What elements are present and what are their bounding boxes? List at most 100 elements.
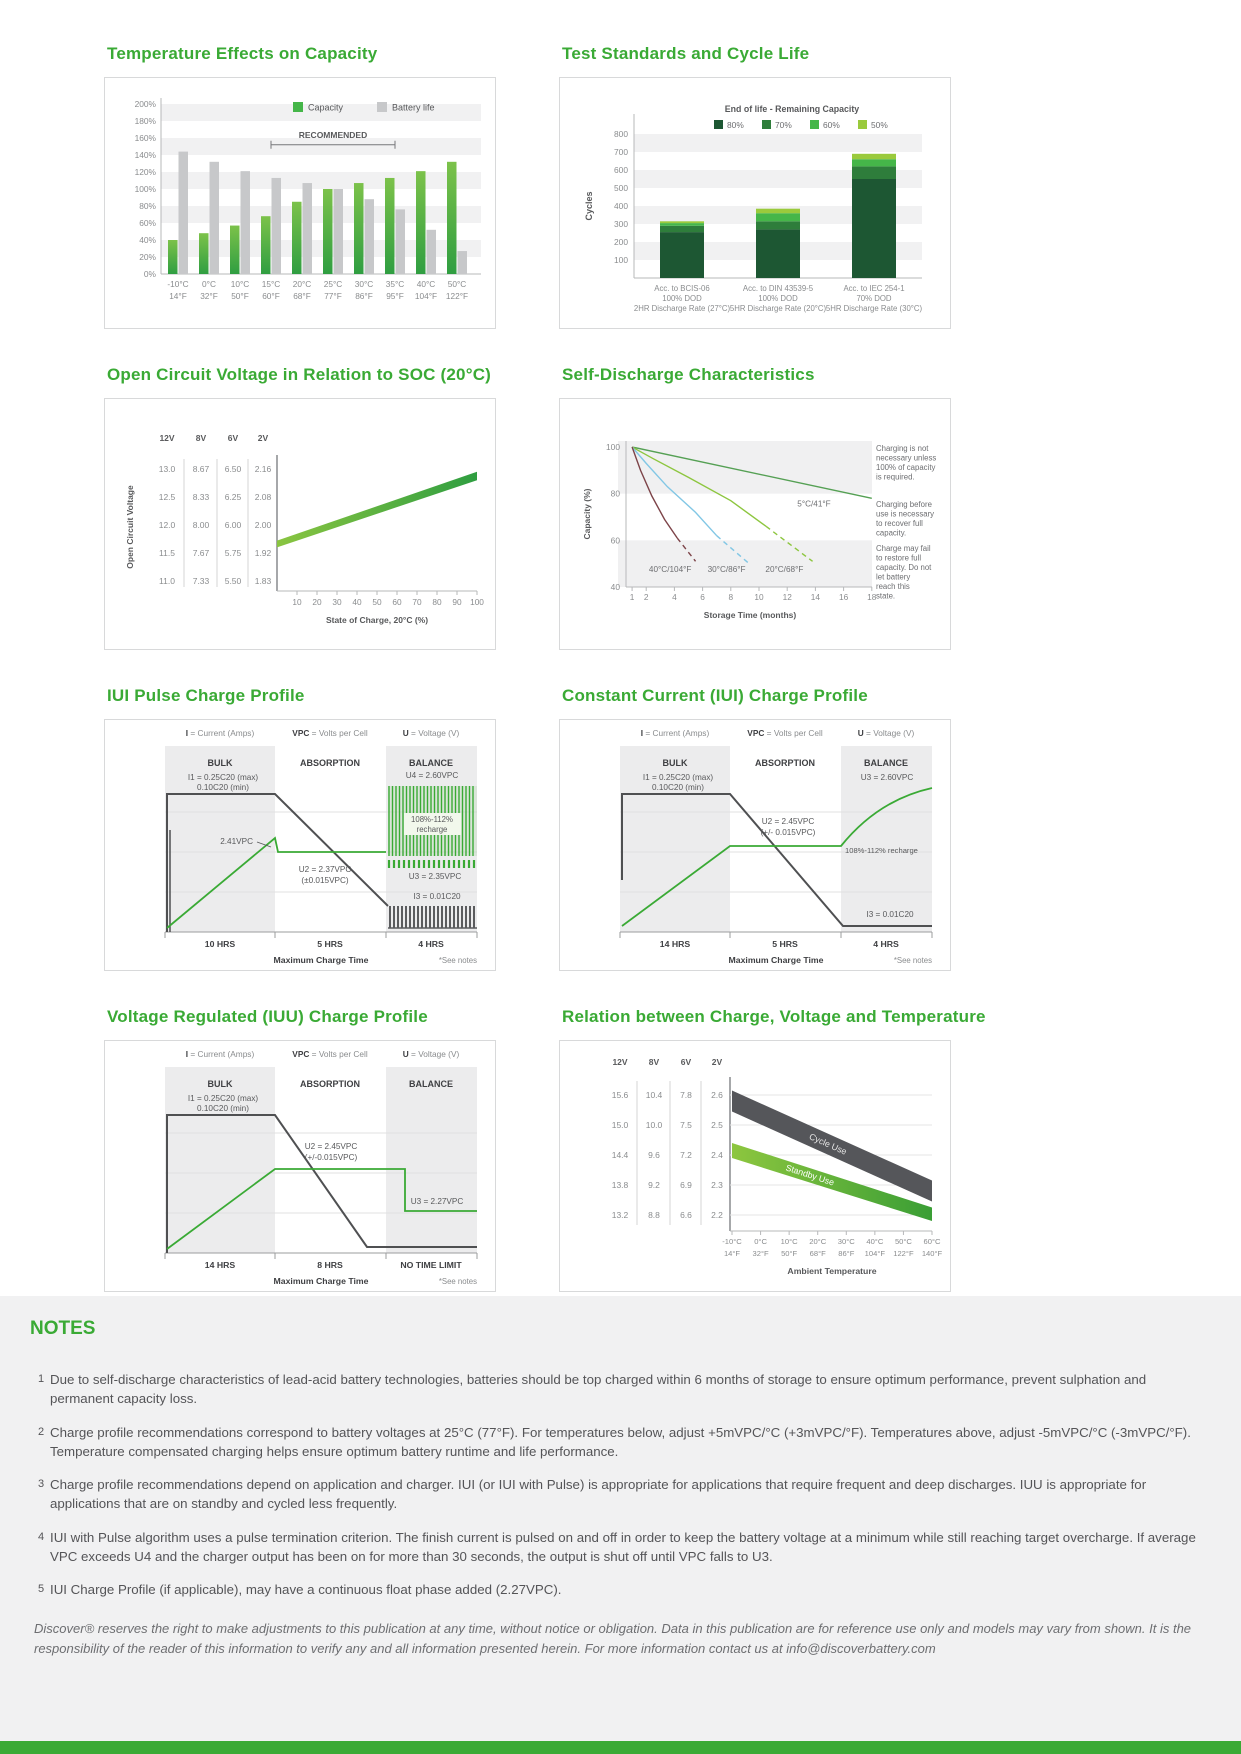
note-text: Due to self-discharge characteristics of… [50, 1372, 1147, 1407]
svg-text:60: 60 [611, 535, 621, 545]
svg-text:Charge may fail: Charge may fail [876, 544, 931, 553]
svg-text:Charging is not: Charging is not [876, 444, 929, 453]
svg-text:6: 6 [700, 592, 705, 602]
svg-text:7.5: 7.5 [680, 1120, 692, 1130]
svg-text:104°F: 104°F [415, 291, 437, 301]
svg-text:8.33: 8.33 [193, 492, 210, 502]
svg-text:I1 = 0.25C20 (max): I1 = 0.25C20 (max) [188, 1094, 259, 1103]
svg-text:U = Voltage (V): U = Voltage (V) [403, 1049, 460, 1059]
svg-text:I = Current (Amps): I = Current (Amps) [186, 728, 255, 738]
ocv-panel: 12V 8V 6V 2V 13.0 8.67 6.50 2.16 12.5 8.33 6.25 2.0… [104, 398, 496, 650]
note-item: 1 Due to self-discharge characteristics … [38, 1370, 1198, 1409]
svg-text:100% DOD: 100% DOD [662, 294, 702, 303]
svg-text:2.4: 2.4 [711, 1150, 723, 1160]
svg-text:I3 = 0.01C20: I3 = 0.01C20 [866, 910, 914, 919]
svg-text:15.0: 15.0 [612, 1120, 629, 1130]
svg-text:12.0: 12.0 [159, 520, 176, 530]
svg-text:6.00: 6.00 [225, 520, 242, 530]
svg-text:68°F: 68°F [810, 1249, 826, 1258]
svg-text:80%: 80% [139, 201, 156, 211]
svg-text:(+/-0.015VPC): (+/-0.015VPC) [305, 1153, 358, 1162]
svg-text:U3 = 2.60VPC: U3 = 2.60VPC [861, 773, 914, 782]
svg-text:40°C/104°F: 40°C/104°F [649, 565, 692, 574]
svg-text:160%: 160% [135, 133, 157, 143]
svg-text:13.8: 13.8 [612, 1180, 629, 1190]
svg-text:14°F: 14°F [169, 291, 187, 301]
svg-text:40°C: 40°C [866, 1237, 883, 1246]
svg-text:VPC = Volts per Cell: VPC = Volts per Cell [292, 728, 368, 738]
svg-text:ABSORPTION: ABSORPTION [300, 758, 360, 768]
svg-text:to restore full: to restore full [876, 554, 921, 563]
svg-text:8V: 8V [649, 1057, 660, 1067]
svg-text:40: 40 [352, 597, 362, 607]
svg-text:100% of capacity: 100% of capacity [876, 463, 935, 472]
notes-section: NOTES 1 Due to self-discharge characteri… [0, 1296, 1241, 1754]
svg-text:14: 14 [811, 592, 821, 602]
svg-text:End of life - Remaining Capaci: End of life - Remaining Capacity [725, 104, 860, 114]
self-discharge-panel: 40 60 80 100 1 2 4 6 8 10 12 14 16 18 Storage Time (mo… [559, 398, 951, 650]
svg-text:BULK: BULK [663, 758, 688, 768]
note-number: 3 [38, 1478, 45, 1491]
svg-text:BULK: BULK [208, 1079, 233, 1089]
svg-text:2.08: 2.08 [255, 492, 272, 502]
chart-title-cc-profile: Constant Current (IUI) Charge Profile [562, 686, 868, 705]
svg-text:Capacity: Capacity [308, 103, 344, 113]
chart-title-self-discharge: Self-Discharge Characteristics [562, 365, 815, 384]
section-cycle-life: Test Standards and Cycle Life 100 200 300 4… [559, 44, 1014, 329]
svg-text:104°F: 104°F [865, 1249, 886, 1258]
svg-text:12V: 12V [612, 1057, 627, 1067]
svg-text:Capacity (%): Capacity (%) [582, 488, 592, 539]
svg-text:100: 100 [606, 442, 620, 452]
svg-text:capacity.: capacity. [876, 529, 906, 538]
svg-text:86°F: 86°F [355, 291, 373, 301]
chart-title-temp-voltage: Relation between Charge, Voltage and Tem… [562, 1007, 986, 1026]
svg-text:Open Circuit Voltage: Open Circuit Voltage [125, 485, 135, 569]
svg-text:2.16: 2.16 [255, 464, 272, 474]
svg-text:108%-112%: 108%-112% [411, 815, 453, 824]
svg-text:2.41VPC: 2.41VPC [220, 837, 253, 846]
svg-text:8.00: 8.00 [193, 520, 210, 530]
svg-text:9.2: 9.2 [648, 1180, 660, 1190]
svg-text:30: 30 [332, 597, 342, 607]
svg-text:U4 = 2.60VPC: U4 = 2.60VPC [406, 771, 459, 780]
svg-text:recharge: recharge [417, 825, 448, 834]
section-iuu-profile: Voltage Regulated (IUU) Charge Profile I… [104, 1007, 559, 1292]
svg-text:14 HRS: 14 HRS [660, 939, 691, 949]
svg-text:*See notes: *See notes [894, 956, 932, 965]
svg-text:(±0.015VPC): (±0.015VPC) [301, 876, 349, 885]
svg-text:16: 16 [839, 592, 849, 602]
svg-text:2: 2 [644, 592, 649, 602]
svg-text:let battery: let battery [876, 573, 910, 582]
svg-text:BULK: BULK [208, 758, 233, 768]
svg-text:70: 70 [412, 597, 422, 607]
note-text: IUI with Pulse algorithm uses a pulse te… [50, 1529, 1196, 1564]
svg-text:12.5: 12.5 [159, 492, 176, 502]
section-temp-voltage: Relation between Charge, Voltage and Tem… [559, 1007, 1014, 1292]
svg-text:2HR Discharge Rate (27°C): 2HR Discharge Rate (27°C) [634, 304, 731, 313]
svg-text:11.0: 11.0 [159, 576, 175, 586]
svg-text:I1 = 0.25C20 (max): I1 = 0.25C20 (max) [188, 773, 259, 782]
svg-text:100% DOD: 100% DOD [758, 294, 798, 303]
svg-text:50%: 50% [871, 120, 888, 130]
temp-capacity-panel: 0% 20% 40% 60% 80% 100% 120% 140% 160% 180% 200% -1… [104, 77, 496, 329]
notes-heading: NOTES [30, 1318, 96, 1339]
note-text: IUI Charge Profile (if applicable), may … [50, 1582, 562, 1598]
svg-text:108%-112% recharge: 108%-112% recharge [845, 846, 918, 855]
svg-text:80: 80 [611, 489, 621, 499]
svg-text:state.: state. [876, 592, 895, 601]
svg-text:6.50: 6.50 [225, 464, 242, 474]
svg-text:State of Charge, 20°C (%): State of Charge, 20°C (%) [326, 615, 428, 625]
svg-text:40%: 40% [139, 235, 156, 245]
svg-text:60%: 60% [823, 120, 840, 130]
svg-text:50: 50 [372, 597, 382, 607]
svg-text:2.6: 2.6 [711, 1090, 723, 1100]
svg-text:-10°C: -10°C [167, 279, 188, 289]
charts-grid: Temperature Effects on Capacity 0% 20% 40%… [104, 44, 1014, 1292]
svg-text:2V: 2V [258, 433, 269, 443]
note-number: 5 [38, 1583, 45, 1596]
svg-text:15°C: 15°C [262, 279, 281, 289]
section-pulse-profile: IUI Pulse Charge Profile I = Current (Am… [104, 686, 559, 971]
svg-text:60: 60 [392, 597, 402, 607]
section-ocv: Open Circuit Voltage in Relation to SOC … [104, 365, 559, 650]
